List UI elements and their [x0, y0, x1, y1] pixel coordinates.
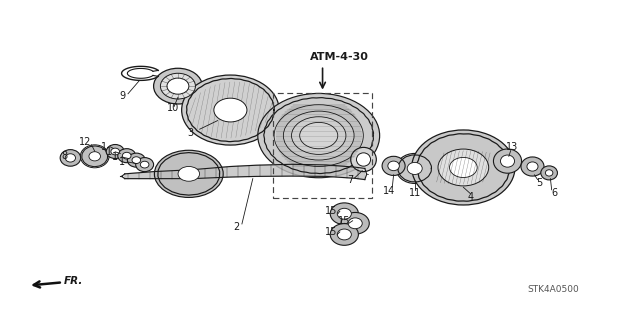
Ellipse shape [154, 150, 223, 197]
Ellipse shape [214, 98, 247, 122]
Ellipse shape [154, 68, 202, 104]
Ellipse shape [136, 158, 154, 172]
Ellipse shape [292, 117, 346, 154]
Ellipse shape [396, 153, 433, 183]
Ellipse shape [167, 78, 189, 94]
Text: 10: 10 [166, 103, 179, 114]
Ellipse shape [258, 93, 380, 178]
Polygon shape [264, 98, 374, 174]
Ellipse shape [348, 218, 362, 229]
Polygon shape [417, 134, 510, 201]
Ellipse shape [300, 122, 338, 149]
Text: 1: 1 [112, 152, 118, 162]
Ellipse shape [65, 154, 76, 162]
Ellipse shape [493, 149, 522, 173]
Text: 9: 9 [120, 91, 126, 101]
Ellipse shape [60, 150, 81, 166]
Text: 6: 6 [551, 188, 557, 198]
Ellipse shape [182, 75, 279, 145]
Text: 1: 1 [118, 157, 125, 167]
Ellipse shape [438, 149, 489, 186]
Polygon shape [398, 155, 431, 182]
Ellipse shape [118, 149, 136, 163]
Bar [273, 93, 372, 198]
Ellipse shape [132, 157, 141, 164]
Text: 15: 15 [325, 227, 338, 237]
Ellipse shape [337, 208, 351, 219]
Ellipse shape [106, 145, 124, 159]
Ellipse shape [351, 147, 376, 172]
Ellipse shape [330, 203, 358, 225]
Polygon shape [82, 146, 108, 167]
Text: 11: 11 [408, 188, 421, 198]
Ellipse shape [127, 153, 145, 167]
Ellipse shape [178, 167, 200, 181]
Text: 15: 15 [325, 206, 338, 216]
Ellipse shape [337, 229, 351, 240]
Text: 15: 15 [338, 216, 351, 226]
Ellipse shape [274, 105, 364, 167]
Text: 1: 1 [100, 142, 107, 152]
Ellipse shape [407, 162, 422, 174]
Ellipse shape [356, 153, 371, 166]
Polygon shape [125, 164, 365, 180]
Ellipse shape [521, 157, 544, 176]
Text: 1: 1 [106, 147, 112, 157]
Ellipse shape [341, 212, 369, 234]
Text: 3: 3 [188, 128, 194, 138]
Ellipse shape [111, 148, 120, 155]
Ellipse shape [161, 73, 195, 99]
Text: 2: 2 [234, 222, 240, 232]
Text: 13: 13 [506, 142, 518, 152]
Ellipse shape [89, 152, 100, 161]
Text: 5: 5 [536, 178, 543, 188]
Text: 4: 4 [467, 192, 474, 202]
Text: ATM-4-30: ATM-4-30 [310, 52, 369, 62]
Ellipse shape [388, 161, 399, 171]
Text: 7: 7 [348, 175, 354, 185]
Ellipse shape [500, 155, 515, 167]
Ellipse shape [412, 130, 515, 205]
Ellipse shape [382, 156, 405, 175]
Ellipse shape [140, 161, 149, 168]
Ellipse shape [81, 145, 109, 168]
Ellipse shape [541, 166, 557, 180]
Text: 12: 12 [79, 137, 92, 147]
Text: STK4A0500: STK4A0500 [528, 285, 579, 294]
Ellipse shape [330, 224, 358, 245]
Ellipse shape [449, 158, 477, 177]
Text: FR.: FR. [64, 276, 83, 286]
Ellipse shape [284, 111, 354, 160]
Ellipse shape [545, 170, 553, 176]
Ellipse shape [527, 162, 538, 171]
Polygon shape [158, 152, 220, 195]
Ellipse shape [122, 152, 131, 159]
Text: 8: 8 [61, 151, 67, 161]
Text: 14: 14 [383, 186, 396, 196]
Polygon shape [186, 78, 275, 142]
